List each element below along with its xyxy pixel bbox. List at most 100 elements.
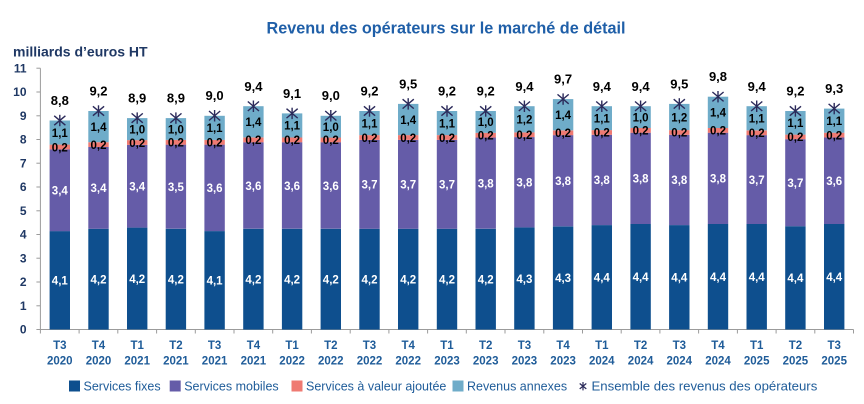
svg-text:T1: T1 bbox=[285, 340, 299, 352]
svg-text:1,0: 1,0 bbox=[129, 124, 145, 136]
svg-text:T1: T1 bbox=[750, 340, 764, 352]
svg-text:1,1: 1,1 bbox=[284, 121, 301, 133]
svg-text:9,5: 9,5 bbox=[670, 76, 688, 91]
svg-text:3,6: 3,6 bbox=[826, 176, 842, 188]
svg-text:3,6: 3,6 bbox=[284, 181, 300, 193]
svg-text:4,1: 4,1 bbox=[207, 276, 224, 288]
svg-text:Revenu des opérateurs sur le m: Revenu des opérateurs sur le marché de d… bbox=[267, 20, 626, 38]
svg-text:0,2: 0,2 bbox=[168, 138, 184, 150]
svg-text:1,0: 1,0 bbox=[323, 122, 339, 134]
svg-text:8,8: 8,8 bbox=[51, 93, 69, 108]
svg-text:1,4: 1,4 bbox=[245, 117, 262, 129]
svg-text:9,2: 9,2 bbox=[360, 84, 378, 99]
svg-text:2023: 2023 bbox=[434, 356, 460, 368]
svg-text:4,2: 4,2 bbox=[245, 274, 261, 286]
svg-text:9,2: 9,2 bbox=[786, 84, 804, 99]
svg-text:3,8: 3,8 bbox=[478, 178, 495, 190]
svg-text:2022: 2022 bbox=[357, 356, 383, 368]
svg-text:Services fixes: Services fixes bbox=[84, 380, 161, 394]
svg-text:0,2: 0,2 bbox=[323, 135, 339, 147]
svg-text:1,1: 1,1 bbox=[207, 123, 224, 135]
svg-text:4,2: 4,2 bbox=[284, 274, 300, 286]
svg-text:3,4: 3,4 bbox=[52, 186, 69, 198]
svg-text:T4: T4 bbox=[711, 340, 725, 352]
svg-text:2021: 2021 bbox=[241, 356, 267, 368]
svg-text:T3: T3 bbox=[208, 340, 221, 352]
svg-text:4: 4 bbox=[20, 228, 27, 242]
svg-text:0,2: 0,2 bbox=[478, 130, 494, 142]
svg-text:3,6: 3,6 bbox=[207, 183, 223, 195]
svg-text:4,4: 4,4 bbox=[710, 272, 727, 284]
svg-text:4,1: 4,1 bbox=[52, 276, 69, 288]
svg-text:2024: 2024 bbox=[628, 356, 654, 368]
svg-text:0,2: 0,2 bbox=[633, 126, 649, 138]
svg-text:0,2: 0,2 bbox=[207, 138, 223, 150]
svg-text:0,2: 0,2 bbox=[787, 132, 803, 144]
svg-text:2025: 2025 bbox=[744, 356, 770, 368]
svg-text:2020: 2020 bbox=[86, 356, 112, 368]
svg-text:9,4: 9,4 bbox=[632, 79, 651, 94]
svg-text:4,3: 4,3 bbox=[516, 274, 532, 286]
svg-text:T1: T1 bbox=[595, 340, 609, 352]
svg-text:T2: T2 bbox=[169, 340, 182, 352]
svg-text:1,0: 1,0 bbox=[478, 117, 494, 129]
svg-text:9,4: 9,4 bbox=[748, 79, 767, 94]
svg-text:3,5: 3,5 bbox=[168, 182, 185, 194]
svg-text:8,9: 8,9 bbox=[128, 91, 146, 106]
svg-text:0,2: 0,2 bbox=[245, 135, 261, 147]
svg-text:9,2: 9,2 bbox=[477, 84, 495, 99]
svg-text:1,1: 1,1 bbox=[787, 118, 804, 130]
svg-text:3,4: 3,4 bbox=[129, 182, 146, 194]
svg-text:T2: T2 bbox=[479, 340, 492, 352]
svg-text:2022: 2022 bbox=[279, 356, 305, 368]
svg-text:4,4: 4,4 bbox=[633, 272, 650, 284]
svg-text:Services mobiles: Services mobiles bbox=[184, 380, 278, 394]
svg-text:0,2: 0,2 bbox=[671, 128, 687, 140]
svg-text:T4: T4 bbox=[556, 340, 570, 352]
svg-text:9,3: 9,3 bbox=[825, 81, 843, 96]
svg-text:T4: T4 bbox=[92, 340, 106, 352]
svg-text:1,2: 1,2 bbox=[516, 115, 532, 127]
svg-text:0,2: 0,2 bbox=[516, 130, 532, 142]
svg-text:0,2: 0,2 bbox=[129, 138, 145, 150]
svg-text:1,1: 1,1 bbox=[826, 116, 843, 128]
svg-text:1: 1 bbox=[20, 299, 27, 313]
svg-text:2022: 2022 bbox=[318, 356, 344, 368]
svg-text:9,4: 9,4 bbox=[244, 79, 263, 94]
svg-text:T4: T4 bbox=[401, 340, 415, 352]
svg-text:T2: T2 bbox=[324, 340, 337, 352]
svg-text:3,7: 3,7 bbox=[362, 180, 378, 192]
svg-text:T2: T2 bbox=[789, 340, 802, 352]
svg-text:2024: 2024 bbox=[667, 356, 693, 368]
svg-text:0,2: 0,2 bbox=[710, 126, 726, 138]
svg-text:1,1: 1,1 bbox=[362, 118, 379, 130]
svg-text:T3: T3 bbox=[827, 340, 840, 352]
svg-text:0,2: 0,2 bbox=[749, 128, 765, 140]
svg-text:8: 8 bbox=[20, 133, 27, 147]
svg-text:11: 11 bbox=[14, 62, 27, 76]
svg-text:4,4: 4,4 bbox=[594, 273, 611, 285]
svg-text:9,2: 9,2 bbox=[438, 84, 456, 99]
svg-text:4,2: 4,2 bbox=[129, 274, 145, 286]
svg-text:3,6: 3,6 bbox=[323, 181, 339, 193]
svg-text:3,7: 3,7 bbox=[749, 175, 765, 187]
svg-text:2021: 2021 bbox=[202, 356, 228, 368]
svg-text:0,2: 0,2 bbox=[52, 142, 68, 154]
svg-text:0,2: 0,2 bbox=[555, 128, 571, 140]
svg-text:1,4: 1,4 bbox=[91, 122, 108, 134]
svg-text:1,0: 1,0 bbox=[633, 112, 649, 124]
svg-text:2020: 2020 bbox=[47, 356, 73, 368]
svg-text:Revenus annexes: Revenus annexes bbox=[467, 380, 567, 394]
svg-text:4,4: 4,4 bbox=[671, 273, 688, 285]
svg-text:10: 10 bbox=[13, 85, 27, 99]
svg-text:0,2: 0,2 bbox=[826, 130, 842, 142]
svg-text:0,2: 0,2 bbox=[284, 135, 300, 147]
svg-text:milliards d’euros HT: milliards d’euros HT bbox=[13, 44, 148, 60]
svg-text:0,2: 0,2 bbox=[439, 133, 455, 145]
svg-text:9,7: 9,7 bbox=[554, 72, 572, 87]
svg-text:2023: 2023 bbox=[473, 356, 499, 368]
svg-text:4,4: 4,4 bbox=[749, 272, 766, 284]
svg-text:T3: T3 bbox=[673, 340, 686, 352]
svg-text:1,1: 1,1 bbox=[52, 128, 69, 140]
svg-text:2025: 2025 bbox=[821, 356, 847, 368]
